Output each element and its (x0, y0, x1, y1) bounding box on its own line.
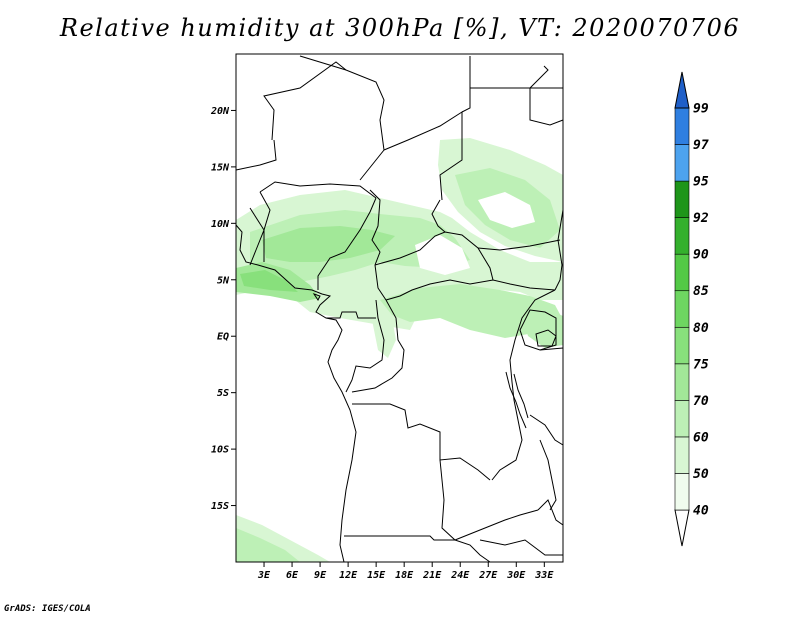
lat-tick-label: 20N (210, 106, 230, 117)
colorbar-level-label: 95 (693, 175, 709, 190)
border-ethiopia (529, 88, 564, 126)
lon-tick-label: 27E (478, 570, 498, 581)
border-south (454, 539, 491, 563)
border-malawi (539, 439, 557, 511)
colorbar-segment (674, 107, 690, 145)
colorbar-lower-arrow (674, 509, 690, 547)
humidity-region-sahel-core (262, 226, 395, 262)
lon-tick-label: 15E (367, 570, 386, 581)
colorbar-segment (674, 363, 690, 401)
border-lake-tanganyika (505, 371, 529, 429)
lon-tick-label: 12E (339, 570, 358, 581)
lat-tick-label: 5S (217, 388, 229, 399)
colorbar-segment (674, 400, 690, 438)
colorbar-level-label: 70 (693, 394, 709, 409)
border-congo (345, 299, 385, 393)
humidity-shading (236, 138, 563, 562)
border-south-sudan-east (554, 209, 564, 291)
humidity-region-coast-core (240, 270, 298, 292)
colorbar-segment (674, 436, 690, 474)
colorbar-level-label: 75 (693, 357, 709, 372)
humidity-region-central-hole (415, 235, 470, 275)
lat-tick-label: 10S (211, 445, 229, 456)
lat-tick-label: 15N (211, 162, 230, 173)
border-algeria-libya (299, 55, 385, 181)
border-drc-angola (352, 403, 491, 481)
colorbar-level-label: 40 (693, 504, 709, 519)
colorbar: 40 50 60 70 75 80 85 90 92 95 97 99 (674, 71, 709, 547)
border-tanzania (529, 347, 564, 446)
border-zimbabwe (479, 539, 563, 556)
colorbar-segment (674, 253, 690, 292)
colorbar-upper-arrow (674, 71, 690, 109)
border-libya-chad (383, 111, 463, 201)
lat-tick-label: EQ (217, 332, 229, 343)
border-drc-east (491, 289, 556, 481)
border-niger-north (263, 61, 347, 141)
border-congo-drc (351, 299, 405, 393)
border-mozambique (537, 499, 564, 526)
latitude-axis: 20N 15N 10N 5N EQ 5S 10S 15S (210, 106, 236, 512)
lon-tick-label: 18E (395, 570, 414, 581)
coast-red-sea (529, 65, 549, 89)
colorbar-level-label: 99 (693, 102, 709, 117)
lat-tick-label: 10N (211, 219, 230, 230)
colorbar-level-label: 85 (693, 284, 709, 299)
humidity-region-congo-north (380, 284, 563, 338)
coast-island-bioko (312, 293, 321, 301)
border-angola-namibia (344, 535, 455, 541)
border-chad-cameroon (369, 189, 387, 301)
map-frame (235, 53, 564, 563)
border-zambia (439, 459, 539, 541)
colorbar-segment (674, 217, 690, 255)
colorbar-level-label: 50 (693, 467, 709, 482)
colorbar-level-label: 80 (693, 321, 709, 336)
border-sudan-south-sudan (477, 239, 561, 251)
border-car-drc (385, 279, 556, 301)
lon-tick-label: 30E (506, 570, 526, 581)
border-burkina (249, 207, 265, 266)
humidity-region-white-hole (478, 192, 535, 228)
colorbar-level-label: 90 (693, 248, 709, 263)
border-libya-egypt (461, 56, 471, 113)
lon-tick-label: 21E (422, 570, 442, 581)
colorbar-segment (674, 326, 690, 365)
lat-tick-label: 5N (217, 275, 230, 286)
coastline-west (235, 224, 357, 563)
border-uganda-kenya (519, 309, 557, 351)
border-cameroon-gabon (326, 311, 376, 319)
lon-tick-label: 3E (257, 570, 271, 581)
lon-tick-label: 6E (286, 570, 299, 581)
colorbar-segment (674, 473, 690, 511)
lon-tick-label: 33E (534, 570, 554, 581)
lake-victoria (535, 329, 557, 347)
humidity-region-angola-south-inner (236, 528, 300, 562)
colorbar-level-label: 97 (693, 138, 709, 153)
border-chad-sudan (431, 199, 446, 233)
grads-credit: GrADS: IGES/COLA (4, 604, 91, 614)
border-niger-mali (259, 191, 271, 262)
longitude-axis: 3E 6E 9E 12E 15E 18E 21E 24E 27E 30E 33E (257, 562, 554, 581)
colorbar-segment (674, 180, 690, 218)
country-borders (235, 55, 564, 563)
colorbar-level-label: 60 (693, 430, 709, 445)
lon-tick-label: 9E (314, 570, 327, 581)
border-mali-north (235, 139, 277, 171)
border-nigeria-cameroon (317, 197, 377, 290)
colorbar-segment (674, 144, 690, 182)
border-niger-nigeria (259, 181, 377, 199)
humidity-region-gabon (372, 318, 396, 358)
lon-tick-label: 24E (450, 570, 470, 581)
lat-tick-label: 15S (211, 501, 229, 512)
humidity-region-great-lakes (520, 308, 563, 348)
colorbar-segment (674, 290, 690, 328)
colorbar-level-label: 92 (693, 211, 709, 226)
map-title: Relative humidity at 300hPa [%], VT: 202… (59, 14, 741, 42)
